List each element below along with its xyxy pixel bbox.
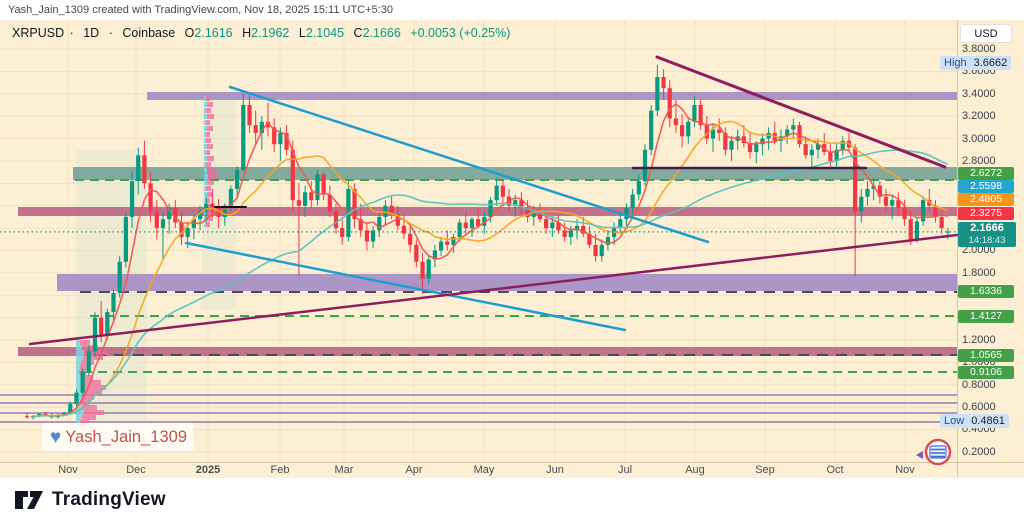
price-tick-0.6000: 0.6000 <box>962 401 996 413</box>
ma-slow <box>33 149 949 418</box>
high-marker: High 3.6662 <box>940 56 1012 70</box>
tradingview-logo-icon <box>15 490 43 509</box>
time-tick-Jun: Jun <box>546 464 564 476</box>
volume-profile-layer <box>76 96 217 428</box>
time-tick-Sep: Sep <box>755 464 775 476</box>
descending-cyan-1 <box>228 85 710 244</box>
low-value: 0.4861 <box>971 415 1005 427</box>
price-axis-separator <box>957 20 958 478</box>
tradingview-logo[interactable]: TradingView <box>14 488 166 512</box>
low-marker: Low 0.4861 <box>940 414 1009 428</box>
time-tick-Nov: Nov <box>895 464 915 476</box>
price-tick-3.2000: 3.2000 <box>962 110 996 122</box>
legend-low-label: L <box>298 26 306 40</box>
legend-change: +0.0053 (+0.25%) <box>410 26 511 40</box>
legend-high-label: H <box>242 26 252 40</box>
price-tick-0.2000: 0.2000 <box>962 446 996 458</box>
price-tick-3.4000: 3.4000 <box>962 88 996 100</box>
currency-toggle-button[interactable]: USD <box>960 24 1012 43</box>
price-tick-2.8000: 2.8000 <box>962 155 996 167</box>
price-level-label-2.5598: 2.5598 <box>958 180 1014 193</box>
legend-high-value: 2.1962 <box>251 26 290 40</box>
descending-maroon <box>655 55 947 169</box>
time-tick-Oct: Oct <box>826 464 844 476</box>
price-tick-1.2000: 1.2000 <box>962 334 996 346</box>
legend-open-label: O <box>184 26 195 40</box>
moving-averages-layer <box>33 102 949 418</box>
legend-open-value: 2.1616 <box>194 26 233 40</box>
legend-interval[interactable]: 1D <box>83 26 100 40</box>
zone-1.06 <box>18 347 957 356</box>
ma-fast <box>33 102 949 418</box>
price-level-label-1.0565: 1.0565 <box>958 349 1014 362</box>
legend-symbol[interactable]: XRPUSD <box>12 26 65 40</box>
price-level-label-1.4127: 1.4127 <box>958 310 1014 323</box>
price-tick-0.8000: 0.8000 <box>962 379 996 391</box>
time-tick-Feb: Feb <box>270 464 290 476</box>
high-label: High <box>944 57 967 69</box>
price-level-label-2.6272: 2.6272 <box>958 167 1014 180</box>
high-value: 3.6662 <box>973 57 1008 69</box>
time-tick-Mar: Mar <box>334 464 354 476</box>
ascending-maroon <box>28 233 959 346</box>
time-tick-Apr: Apr <box>405 464 423 476</box>
legend-close-value: 2.1666 <box>362 26 401 40</box>
footer-bar: TradingView <box>0 478 1024 521</box>
highlight-boxes-layer <box>76 93 236 427</box>
zone-2.33 <box>18 207 957 216</box>
price-level-label-1.6336: 1.6336 <box>958 285 1014 298</box>
price-tick-3.0000: 3.0000 <box>962 133 996 145</box>
price-level-label-2.4805: 2.4805 <box>958 193 1014 206</box>
price-tick-2.0000: 2.0000 <box>962 244 996 256</box>
attribution-bar: Yash_Jain_1309 created with TradingView.… <box>0 0 1024 20</box>
low-label: Low <box>944 415 965 427</box>
user-watermark: ♥ Yash_Jain_1309 <box>42 423 194 451</box>
price-tick-1.8000: 1.8000 <box>962 267 996 279</box>
time-tick-Aug: Aug <box>685 464 705 476</box>
price-level-label-2.3275: 2.3275 <box>958 207 1014 220</box>
attribution-text: Yash_Jain_1309 created with TradingView.… <box>8 4 393 16</box>
price-tick-3.8000: 3.8000 <box>962 43 996 55</box>
trendlines-layer <box>28 55 959 346</box>
legend-separator: · <box>108 26 113 40</box>
time-axis-separator <box>0 462 1024 463</box>
legend-exchange: Coinbase <box>122 26 176 40</box>
price-level-label-0.9106: 0.9106 <box>958 366 1014 379</box>
tradingview-logo-text: TradingView <box>52 488 166 510</box>
candles-layer <box>24 64 950 420</box>
current-price-label: 2.1666 14:18:43 <box>958 222 1016 247</box>
badge-icon <box>916 438 952 466</box>
time-tick-Jul: Jul <box>617 464 633 476</box>
supply-zone-3.4 <box>147 92 957 100</box>
ma-mid <box>33 120 949 418</box>
legend-close-label: C <box>353 26 363 40</box>
time-tick-Dec: Dec <box>126 464 146 476</box>
legend-separator: · <box>69 26 74 40</box>
thin-levels-layer <box>0 394 957 423</box>
time-tick-May: May <box>473 464 495 476</box>
descending-cyan-2 <box>184 241 627 332</box>
watermark-name: Yash_Jain_1309 <box>65 427 187 446</box>
symbol-legend[interactable]: XRPUSD · 1D · Coinbase O2.1616 H2.1962 L… <box>12 26 510 40</box>
bar-countdown: 14:18:43 <box>968 235 1006 246</box>
legend-low-value: 2.1045 <box>305 26 345 40</box>
heart-icon: ♥ <box>50 426 62 448</box>
demand-zone-1.7 <box>57 274 957 291</box>
time-tick-2025: 2025 <box>195 464 221 476</box>
current-price-value: 2.1666 <box>970 222 1004 234</box>
time-tick-Nov: Nov <box>58 464 78 476</box>
